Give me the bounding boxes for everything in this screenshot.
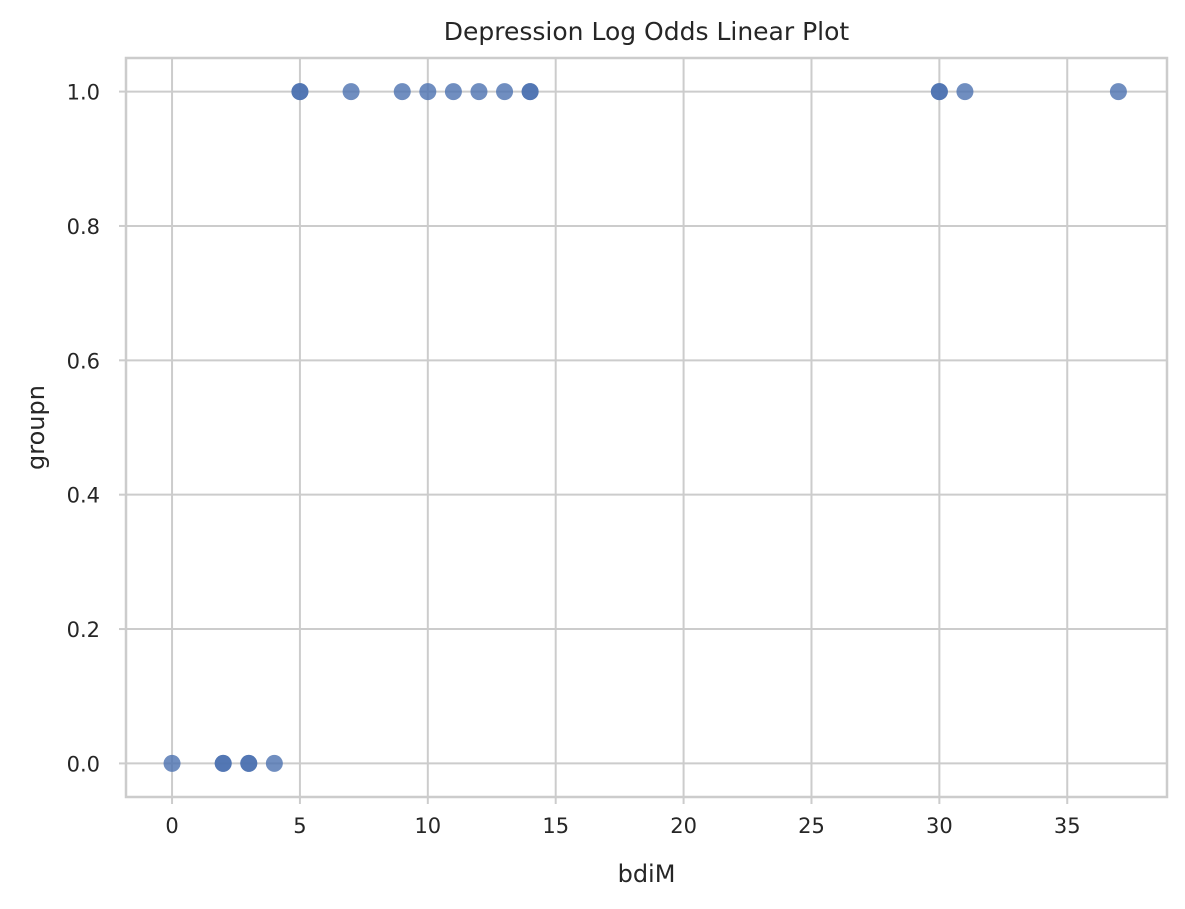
data-point — [444, 83, 462, 101]
y-tick-label: 0.0 — [67, 752, 100, 776]
x-axis-label: bdiM — [618, 860, 676, 888]
data-point — [342, 83, 360, 101]
data-points — [163, 83, 1127, 772]
data-point — [240, 754, 258, 772]
data-point — [163, 754, 181, 772]
y-tick-label: 0.6 — [67, 349, 100, 373]
y-axis-ticks: 0.0 0.2 0.4 0.6 0.8 1.0 — [67, 81, 126, 776]
plot-frame — [124, 56, 1169, 799]
data-point — [393, 83, 411, 101]
data-point — [1109, 83, 1127, 101]
data-point — [419, 83, 437, 101]
data-point — [521, 83, 539, 101]
y-tick-label: 0.4 — [67, 484, 100, 508]
x-axis-ticks: 0 5 10 15 20 25 30 35 — [165, 797, 1081, 838]
y-tick-label: 0.2 — [67, 618, 100, 642]
data-point — [956, 83, 974, 101]
x-tick-label: 10 — [414, 814, 441, 838]
data-point — [214, 754, 232, 772]
data-point — [930, 83, 948, 101]
data-point — [496, 83, 514, 101]
x-tick-label: 5 — [293, 814, 306, 838]
x-tick-label: 15 — [542, 814, 569, 838]
chart-title: Depression Log Odds Linear Plot — [444, 17, 850, 46]
x-tick-label: 20 — [670, 814, 697, 838]
x-tick-label: 30 — [926, 814, 953, 838]
x-tick-label: 0 — [165, 814, 178, 838]
y-tick-label: 0.8 — [67, 215, 100, 239]
grid — [126, 58, 1167, 797]
y-tick-label: 1.0 — [67, 81, 100, 105]
x-tick-label: 25 — [798, 814, 825, 838]
data-point — [265, 754, 283, 772]
y-axis-label: groupn — [22, 385, 50, 470]
data-point — [470, 83, 488, 101]
data-point — [291, 83, 309, 101]
x-tick-label: 35 — [1054, 814, 1081, 838]
